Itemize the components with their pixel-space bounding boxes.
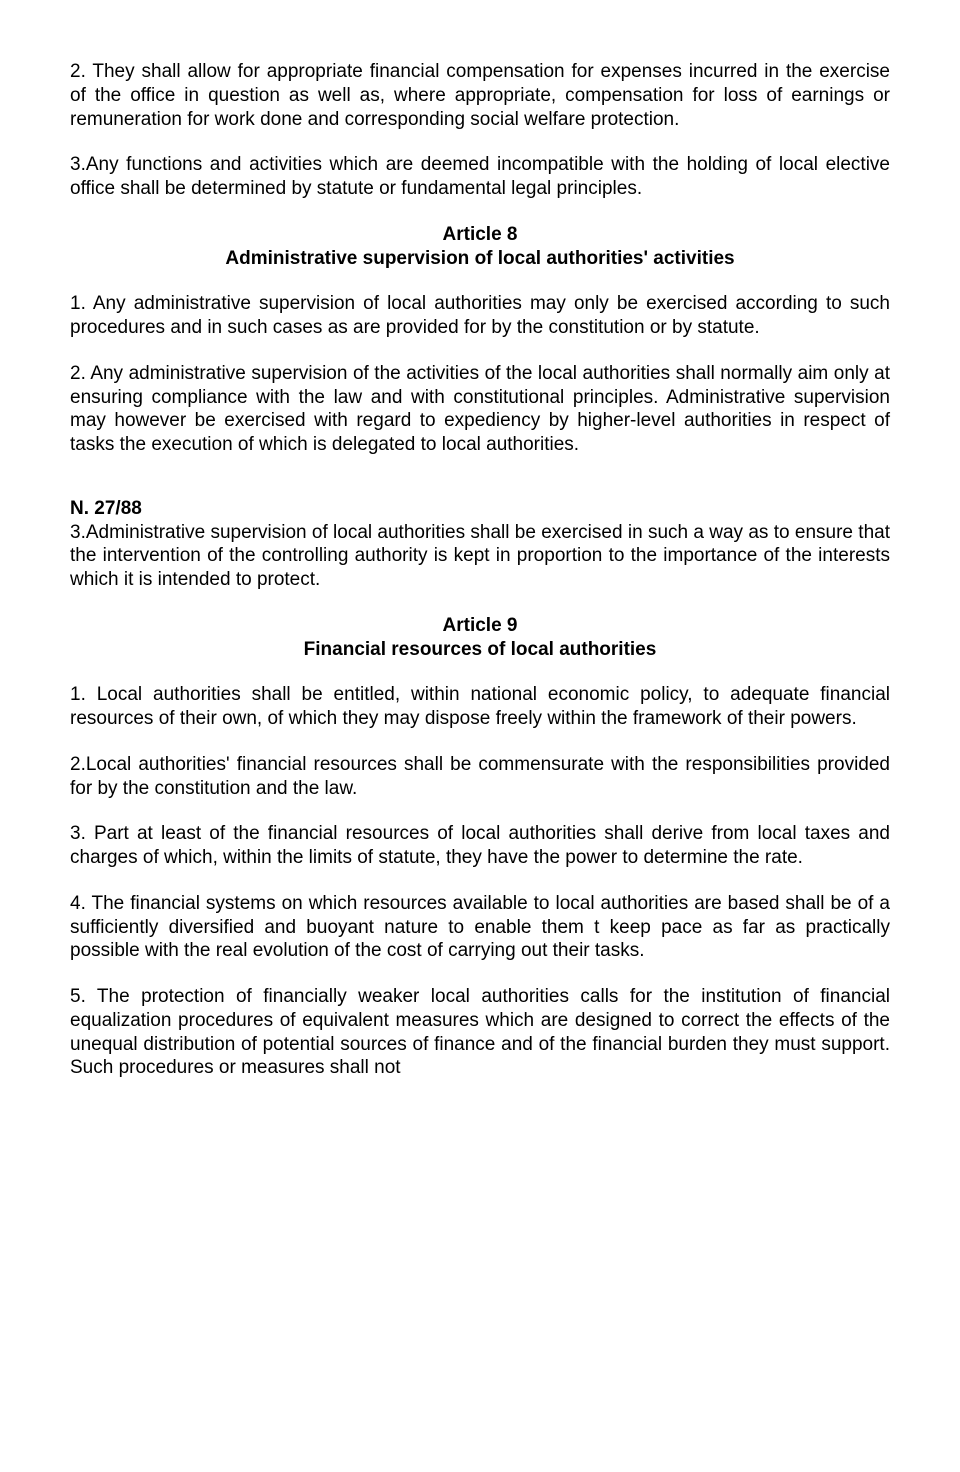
paragraph-9-5: 5. The protection of financially weaker … <box>70 985 890 1080</box>
paragraph-7-2: 2. They shall allow for appropriate fina… <box>70 60 890 131</box>
paragraph-8-3: 3.Administrative supervision of local au… <box>70 521 890 592</box>
paragraph-9-1: 1. Local authorities shall be entitled, … <box>70 683 890 731</box>
paragraph-9-4: 4. The financial systems on which resour… <box>70 892 890 963</box>
article-8-heading: Article 8 Administrative supervision of … <box>70 223 890 271</box>
article-9-heading: Article 9 Financial resources of local a… <box>70 614 890 662</box>
article-8-subtitle: Administrative supervision of local auth… <box>70 247 890 271</box>
article-9-subtitle: Financial resources of local authorities <box>70 638 890 662</box>
paragraph-7-3: 3.Any functions and activities which are… <box>70 153 890 201</box>
paragraph-8-2: 2. Any administrative supervision of the… <box>70 362 890 457</box>
article-9-title: Article 9 <box>70 614 890 638</box>
paragraph-8-1: 1. Any administrative supervision of loc… <box>70 292 890 340</box>
paragraph-9-3: 3. Part at least of the financial resour… <box>70 822 890 870</box>
paragraph-9-2: 2.Local authorities' financial resources… <box>70 753 890 801</box>
article-8-title: Article 8 <box>70 223 890 247</box>
section-reference: N. 27/88 <box>70 497 890 521</box>
